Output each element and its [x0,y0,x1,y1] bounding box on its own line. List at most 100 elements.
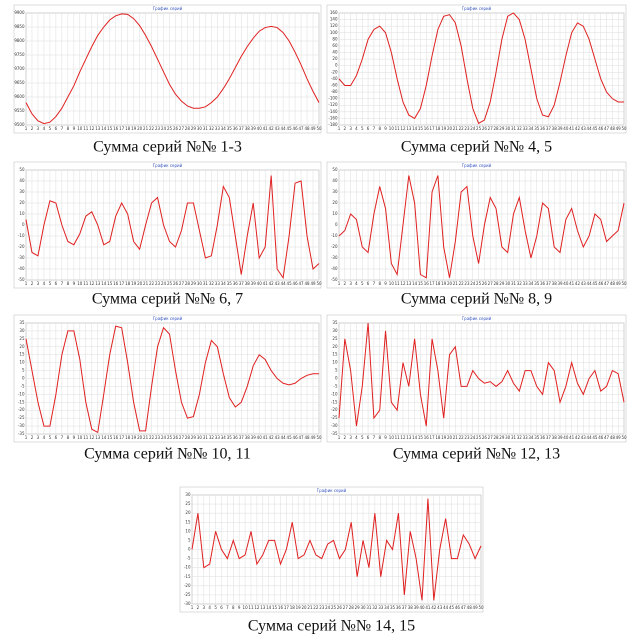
x-tick-label: 7 [61,126,64,131]
x-tick-label: 31 [366,605,372,610]
x-tick-label: 38 [245,281,251,286]
x-tick-label: 20 [447,435,453,440]
x-tick-label: 31 [511,435,517,440]
x-tick-label: 24 [161,435,167,440]
x-tick-label: 29 [191,281,197,286]
x-tick-label: 15 [107,435,113,440]
x-tick-label: 22 [459,126,465,131]
x-tick-label: 17 [119,435,125,440]
x-tick-label: 1 [338,435,341,440]
x-tick-label: 44 [281,435,287,440]
x-tick-label: 16 [278,605,284,610]
y-tick-label: -50 [331,277,338,282]
x-tick-label: 39 [557,126,563,131]
x-tick-label: 35 [227,126,233,131]
y-tick-label: 20 [332,344,338,349]
x-tick-label: 35 [390,605,396,610]
x-tick-label: 38 [245,435,251,440]
x-tick-label: 29 [499,435,505,440]
x-tick-label: 3 [349,435,352,440]
caption: Сумма серий №№ 14, 15 [248,618,415,635]
x-tick-label: 25 [167,281,173,286]
y-tick-label: -5 [334,383,338,388]
x-tick-label: 49 [616,126,622,131]
x-tick-label: 40 [257,126,263,131]
x-tick-label: 49 [616,435,622,440]
y-tick-label: -20 [18,244,25,249]
y-tick-label: 40 [19,178,25,183]
x-tick-label: 6 [220,605,223,610]
x-tick-label: 19 [131,126,137,131]
x-tick-label: 32 [209,435,215,440]
x-tick-label: 14 [412,126,418,131]
x-tick-label: 5 [361,435,364,440]
x-tick-label: 34 [221,126,227,131]
y-tick-label: -10 [18,391,25,396]
y-tick-label: -30 [18,255,25,260]
x-tick-label: 7 [373,126,376,131]
x-tick-label: 44 [281,281,287,286]
x-tick-label: 5 [49,281,52,286]
x-tick-label: 13 [95,126,101,131]
x-tick-label: 41 [569,126,575,131]
y-tick-label: -100 [328,96,338,101]
y-tick-label: 5 [22,368,25,373]
x-tick-label: 37 [239,126,245,131]
x-tick-label: 32 [209,281,215,286]
y-tick-label: 20 [185,510,191,515]
x-tick-label: 41 [569,435,575,440]
x-tick-label: 9 [73,126,76,131]
x-tick-label: 1 [338,126,341,131]
x-tick-label: 15 [418,435,424,440]
x-tick-label: 20 [302,605,308,610]
x-tick-label: 33 [215,281,221,286]
x-tick-label: 27 [488,126,494,131]
x-tick-label: 17 [430,281,436,286]
x-tick-label: 38 [245,126,251,131]
x-tick-label: 15 [107,281,113,286]
x-tick-label: 50 [621,435,627,440]
x-tick-label: 35 [534,281,540,286]
x-tick-label: 9 [73,435,76,440]
x-tick-label: 30 [505,126,511,131]
x-tick-label: 4 [208,605,211,610]
x-tick-label: 25 [476,435,482,440]
x-tick-label: 8 [67,435,70,440]
y-tick-label: 35 [332,320,338,325]
x-tick-label: 41 [263,281,269,286]
x-tick-label: 44 [281,126,287,131]
x-tick-label: 21 [143,126,149,131]
y-tick-label: -40 [331,266,338,271]
y-tick-label: -20 [331,244,338,249]
x-tick-label: 29 [499,281,505,286]
x-tick-label: 17 [284,605,290,610]
x-tick-label: 38 [552,126,558,131]
x-tick-label: 15 [272,605,278,610]
x-tick-label: 1 [25,435,28,440]
x-tick-label: 13 [406,435,412,440]
x-tick-label: 47 [604,435,610,440]
x-tick-label: 38 [552,281,558,286]
x-tick-label: 50 [621,281,627,286]
x-tick-label: 10 [389,126,395,131]
x-tick-label: 4 [355,126,358,131]
y-tick-label: 5 [335,368,338,373]
x-tick-label: 3 [37,435,40,440]
x-tick-label: 2 [31,281,34,286]
x-tick-label: 26 [173,281,179,286]
caption: Сумма серий №№ 8, 9 [401,291,552,308]
x-tick-label: 45 [592,281,598,286]
x-tick-label: 10 [77,435,83,440]
x-tick-label: 23 [155,126,161,131]
x-tick-label: 49 [310,281,316,286]
x-tick-label: 43 [581,281,587,286]
y-tick-label: 9900 [14,10,25,15]
x-tick-label: 29 [191,435,197,440]
x-tick-label: 7 [61,281,64,286]
x-tick-label: 37 [546,126,552,131]
y-tick-label: 10 [332,360,338,365]
x-tick-label: 26 [482,126,488,131]
x-tick-label: 47 [461,605,467,610]
x-tick-label: 44 [587,126,593,131]
x-tick-label: 31 [511,126,517,131]
